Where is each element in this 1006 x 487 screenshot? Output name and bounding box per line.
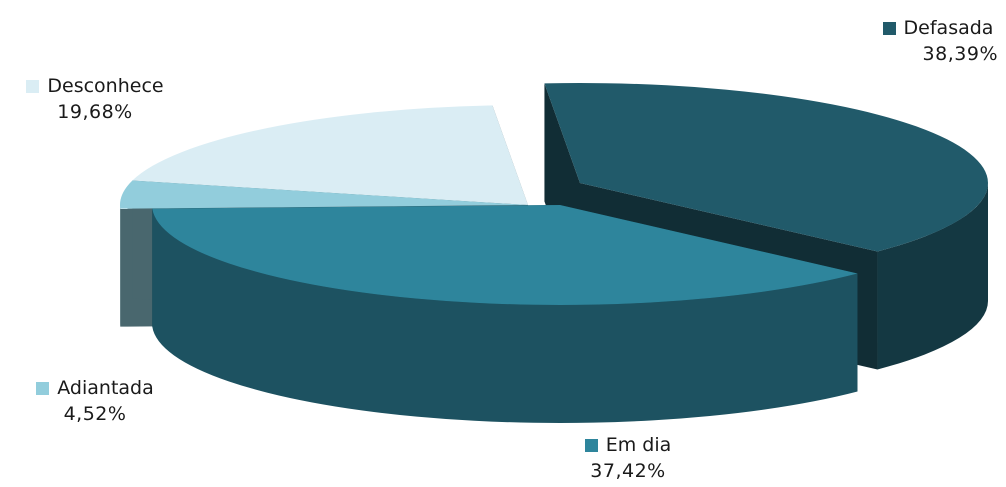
slice-side-em-dia-0	[152, 208, 858, 423]
label-adiantada: Adiantada 4,52%	[5, 375, 185, 427]
slice-side-defasada-0	[877, 183, 988, 370]
pie-slice-desconhece	[132, 105, 528, 205]
label-defasada: Defasada 38,39%	[868, 15, 1006, 67]
pie-slice-em-dia	[152, 205, 858, 305]
slice-value-defasada: 38,39%	[922, 43, 998, 65]
slice-label-desconhece: Desconhece	[47, 75, 164, 97]
pie-slice-defasada	[544, 83, 989, 252]
slice-value-adiantada: 4,52%	[63, 403, 127, 425]
slice-value-desconhece: 19,68%	[57, 101, 133, 123]
label-em-dia: Em dia 37,42%	[538, 432, 718, 484]
legend-swatch-adiantada	[36, 381, 50, 395]
legend-swatch-desconhece	[26, 79, 40, 93]
label-desconhece: Desconhece 19,68%	[0, 73, 190, 125]
legend-swatch-em-dia	[584, 438, 598, 452]
pie-slice-adiantada	[119, 180, 528, 209]
slice-value-em-dia: 37,42%	[590, 460, 666, 482]
slice-label-em-dia: Em dia	[605, 434, 672, 456]
slice-label-adiantada: Adiantada	[57, 377, 154, 399]
legend-swatch-defasada	[882, 21, 896, 35]
slice-label-defasada: Defasada	[903, 17, 994, 39]
pie-tops	[119, 83, 989, 305]
